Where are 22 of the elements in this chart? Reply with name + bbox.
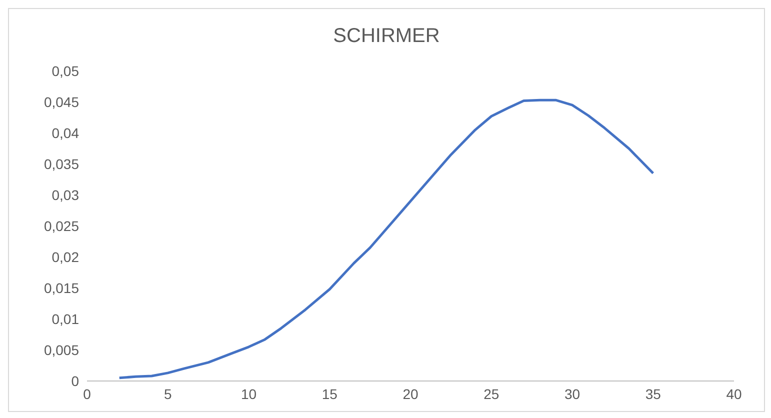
y-tick-label: 0 (71, 372, 80, 389)
x-tick-label: 20 (402, 386, 418, 402)
y-tick-label: 0,015 (44, 280, 80, 296)
y-tick-label: 0,04 (52, 124, 80, 141)
y-tick-label: 0,045 (44, 94, 80, 110)
x-tick-label: 40 (726, 386, 742, 402)
y-tick-label: 0,005 (44, 342, 80, 358)
x-tick-label: 35 (645, 386, 662, 402)
x-tick-label: 10 (240, 386, 257, 402)
line-series (118, 98, 654, 380)
x-tick-label: 0 (83, 386, 92, 402)
x-tick-label: 30 (564, 386, 580, 402)
y-tick-label: 0,01 (52, 310, 80, 327)
x-tick-label: 15 (322, 386, 338, 402)
y-tick-label: 0,05 (52, 62, 80, 79)
y-tick-label: 0,035 (44, 156, 80, 172)
y-tick-label: 0,025 (44, 218, 80, 234)
y-tick-label: 0,02 (52, 248, 80, 265)
x-tick-label: 25 (484, 386, 500, 402)
x-tick-label: 5 (164, 386, 172, 402)
chart-title: SCHIRMER (332, 24, 441, 49)
y-tick-label: 0,03 (52, 186, 80, 203)
